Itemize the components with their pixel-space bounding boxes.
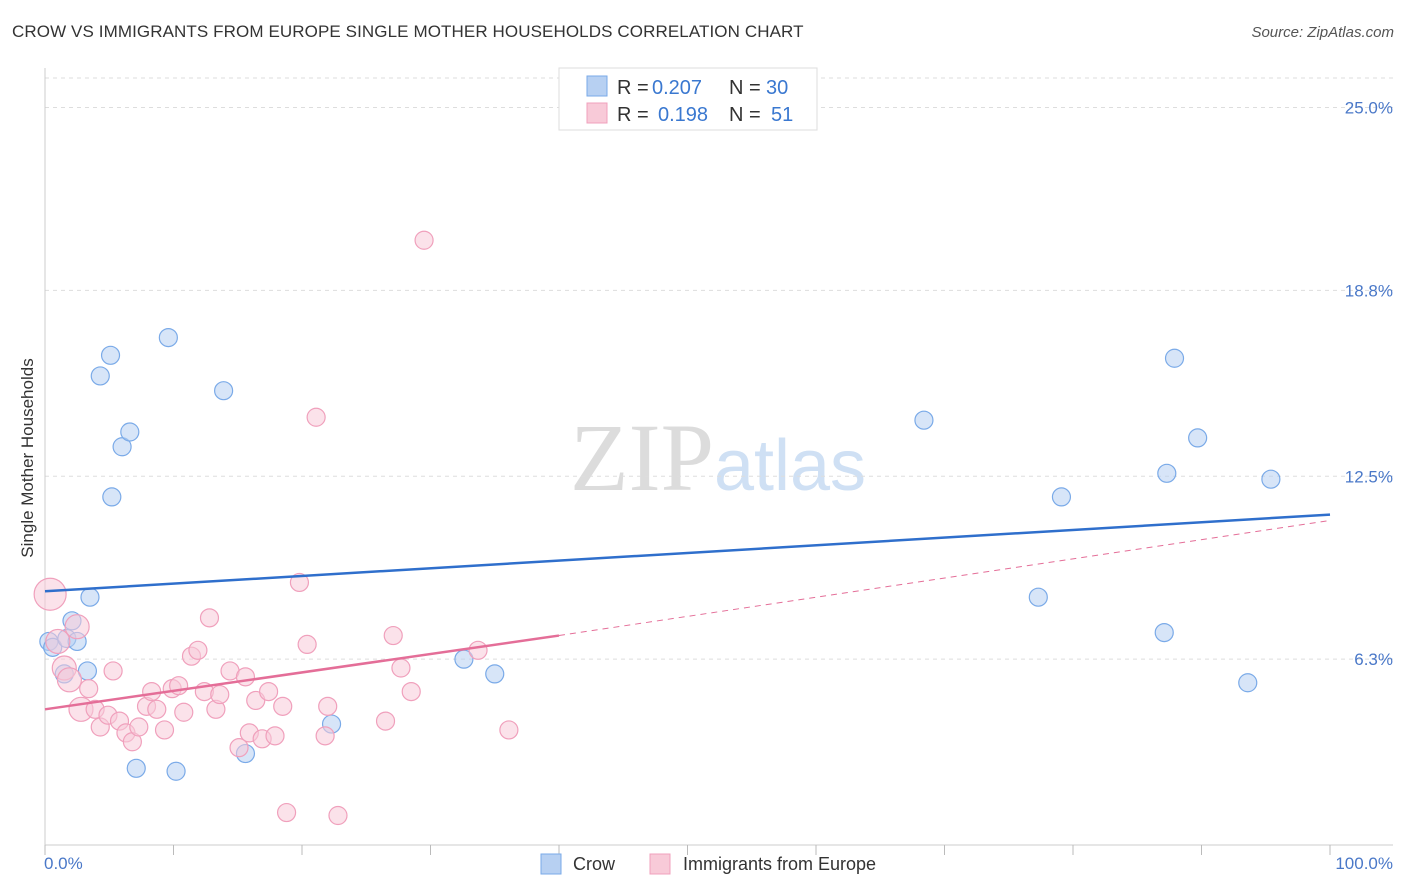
immigrants-point-47 [401, 681, 421, 702]
immigrants-point-43 [328, 805, 348, 826]
legend-n-label-crow: N = [729, 77, 761, 99]
immigrants-point-38 [289, 572, 310, 593]
series-legend-label-immigrants: Immigrants from Europe [683, 854, 876, 874]
x-tick-label-min: 0.0% [44, 854, 83, 873]
crow-point-25 [1157, 463, 1177, 483]
immigrants-point-0 [33, 577, 67, 611]
immigrants-point-41 [315, 726, 335, 746]
crow-point-7 [80, 587, 100, 607]
legend-swatch-immigrants [586, 102, 608, 124]
y-tick-label-2: 18.8% [1345, 281, 1393, 300]
y-tick-label-1: 12.5% [1345, 467, 1393, 486]
immigrants-point-50 [499, 720, 519, 740]
source-label: Source: ZipAtlas.com [1251, 24, 1394, 41]
immigrants-point-18 [154, 720, 175, 740]
crow-point-22 [1028, 587, 1048, 607]
immigrants-point-27 [210, 684, 230, 705]
immigrants-trend-extension [558, 520, 1331, 637]
crow-point-9 [100, 345, 121, 365]
axes [44, 68, 1393, 846]
crow-point-23 [1051, 487, 1072, 507]
legend-r-value-crow: 0.207 [652, 77, 702, 99]
chart-title: CROW VS IMMIGRANTS FROM EUROPE SINGLE MO… [12, 22, 804, 41]
crow-point-24 [1154, 622, 1174, 643]
trend-lines [44, 513, 1331, 711]
y-tick-labels: 6.3% 12.5% 18.8% 25.0% [1345, 99, 1393, 670]
crow-trend-line [44, 513, 1331, 593]
x-tick-label-max: 100.0% [1335, 854, 1393, 873]
crow-point-10 [102, 487, 122, 507]
immigrants-point-48 [414, 230, 434, 250]
gridlines [45, 77, 1393, 660]
immigrants-point-35 [265, 726, 285, 746]
immigrants-point-16 [142, 681, 162, 702]
immigrants-point-29 [229, 738, 249, 758]
data-points [33, 230, 1281, 826]
series-legend-swatch-crow [540, 853, 562, 875]
immigrants-point-49 [468, 640, 488, 660]
legend-r-value-immigrants: 0.198 [658, 104, 708, 126]
immigrants-point-39 [297, 634, 317, 655]
crow-point-27 [1188, 428, 1208, 448]
immigrants-point-4 [64, 614, 90, 640]
crow-point-14 [158, 328, 178, 348]
immigrants-point-45 [383, 625, 403, 646]
x-ticks [44, 845, 1331, 855]
crow-point-20 [485, 664, 505, 684]
immigrants-point-17 [147, 699, 167, 719]
legend-n-value-crow: 30 [766, 77, 788, 99]
immigrants-point-21 [174, 702, 194, 722]
y-tick-label-0: 6.3% [1354, 650, 1393, 669]
immigrants-trend-line [44, 634, 560, 711]
legend-r-label-crow: R = [617, 77, 649, 99]
crow-point-11 [112, 437, 132, 457]
immigrants-point-6 [79, 679, 99, 699]
immigrants-point-44 [375, 711, 396, 731]
crow-point-8 [90, 366, 110, 386]
immigrants-point-42 [318, 696, 338, 716]
series-legend: Crow Immigrants from Europe [540, 853, 876, 875]
immigrants-point-14 [129, 717, 149, 737]
immigrants-point-46 [391, 658, 411, 678]
legend-r-label-immigrants: R = [617, 104, 649, 126]
crow-point-16 [214, 381, 234, 401]
crow-point-13 [126, 758, 146, 778]
immigrants-point-23 [188, 640, 208, 660]
crow-point-12 [120, 422, 140, 442]
immigrants-point-34 [258, 681, 279, 702]
crow-point-29 [1261, 469, 1281, 489]
legend-n-label-immigrants: N = [729, 104, 761, 126]
stats-legend: R = 0.207 N = 30 R = 0.198 N = 51 [558, 67, 818, 131]
immigrants-point-36 [273, 696, 293, 716]
immigrants-point-30 [235, 667, 256, 687]
immigrants-point-37 [276, 802, 297, 823]
crow-point-21 [914, 410, 934, 430]
crow-point-15 [166, 761, 186, 781]
crow-point-28 [1238, 673, 1258, 693]
immigrants-point-1 [45, 628, 71, 655]
y-tick-label-3: 25.0% [1345, 99, 1393, 118]
watermark: ZIPatlas [570, 404, 866, 511]
immigrants-point-3 [56, 667, 83, 693]
series-legend-label-crow: Crow [573, 854, 616, 874]
crow-point-26 [1164, 348, 1185, 368]
immigrants-point-25 [199, 608, 220, 628]
immigrants-point-40 [306, 407, 326, 427]
legend-n-value-immigrants: 51 [771, 104, 793, 126]
series-legend-swatch-immigrants [649, 853, 671, 875]
immigrants-point-10 [103, 661, 123, 681]
legend-swatch-crow [586, 75, 608, 97]
